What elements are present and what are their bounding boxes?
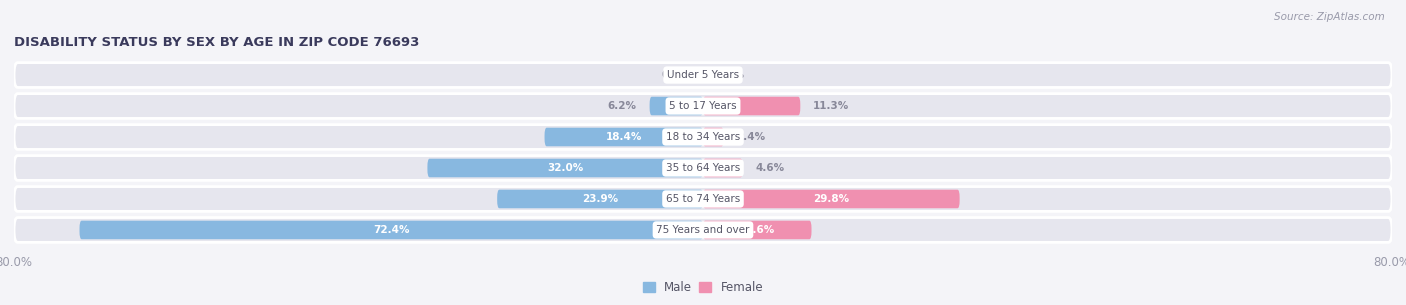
FancyBboxPatch shape: [14, 125, 1392, 149]
FancyBboxPatch shape: [703, 128, 724, 146]
FancyBboxPatch shape: [14, 94, 1392, 118]
FancyBboxPatch shape: [80, 221, 703, 239]
Text: 18 to 34 Years: 18 to 34 Years: [666, 132, 740, 142]
Text: 18.4%: 18.4%: [606, 132, 643, 142]
Text: 65 to 74 Years: 65 to 74 Years: [666, 194, 740, 204]
Text: 32.0%: 32.0%: [547, 163, 583, 173]
Text: Source: ZipAtlas.com: Source: ZipAtlas.com: [1274, 12, 1385, 22]
Text: 12.6%: 12.6%: [740, 225, 775, 235]
Text: 5 to 17 Years: 5 to 17 Years: [669, 101, 737, 111]
FancyBboxPatch shape: [14, 217, 1392, 242]
Text: 2.4%: 2.4%: [737, 132, 766, 142]
Text: 6.2%: 6.2%: [607, 101, 637, 111]
FancyBboxPatch shape: [427, 159, 703, 177]
FancyBboxPatch shape: [703, 159, 742, 177]
Text: 72.4%: 72.4%: [373, 225, 409, 235]
Text: 35 to 64 Years: 35 to 64 Years: [666, 163, 740, 173]
FancyBboxPatch shape: [14, 156, 1392, 180]
FancyBboxPatch shape: [703, 221, 811, 239]
Text: 4.6%: 4.6%: [755, 163, 785, 173]
Text: Under 5 Years: Under 5 Years: [666, 70, 740, 80]
FancyBboxPatch shape: [650, 97, 703, 115]
FancyBboxPatch shape: [14, 187, 1392, 211]
Text: 0.0%: 0.0%: [716, 70, 745, 80]
Text: 29.8%: 29.8%: [813, 194, 849, 204]
FancyBboxPatch shape: [703, 97, 800, 115]
Text: 75 Years and over: 75 Years and over: [657, 225, 749, 235]
FancyBboxPatch shape: [703, 190, 960, 208]
Legend: Male, Female: Male, Female: [638, 276, 768, 299]
Text: 0.0%: 0.0%: [661, 70, 690, 80]
Text: DISABILITY STATUS BY SEX BY AGE IN ZIP CODE 76693: DISABILITY STATUS BY SEX BY AGE IN ZIP C…: [14, 36, 419, 49]
FancyBboxPatch shape: [498, 190, 703, 208]
FancyBboxPatch shape: [14, 63, 1392, 88]
Text: 11.3%: 11.3%: [813, 101, 849, 111]
Text: 23.9%: 23.9%: [582, 194, 619, 204]
FancyBboxPatch shape: [544, 128, 703, 146]
